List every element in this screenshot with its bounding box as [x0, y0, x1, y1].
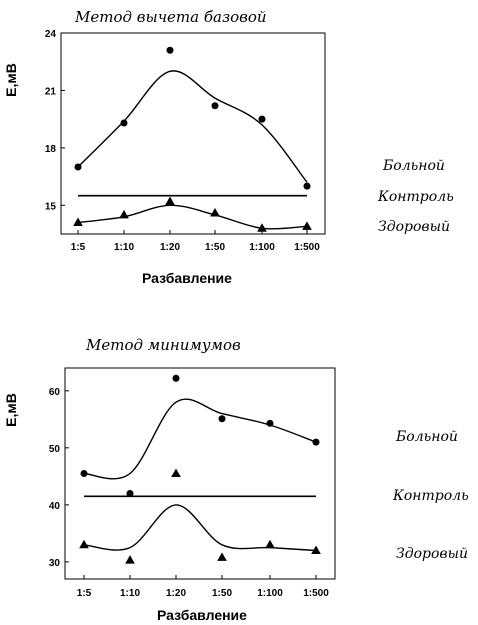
plot-frame [64, 367, 336, 580]
data-point-patient [172, 374, 180, 382]
x-tick-label: 1:5 [77, 588, 92, 599]
data-point-healthy [302, 221, 312, 230]
data-point-healthy [311, 545, 321, 554]
x-tick-label: 1:20 [160, 242, 180, 253]
y-axis-label: Е,мВ [3, 393, 19, 427]
x-tick-label: 1:10 [114, 242, 134, 253]
label-healthy: Здоровый [396, 546, 468, 562]
label-healthy: Здоровый [378, 219, 450, 235]
data-point-patient [303, 182, 311, 190]
data-point-patient [211, 102, 219, 110]
y-tick-label: 60 [49, 387, 61, 398]
y-tick-label: 40 [49, 501, 61, 512]
data-point-patient [74, 163, 82, 171]
data-point-healthy [79, 539, 89, 549]
y-tick-label: 30 [49, 558, 61, 569]
label-patient: Больной [395, 429, 458, 445]
plot-frame [60, 32, 326, 235]
data-point-patient [266, 419, 274, 427]
series-line-patient [77, 70, 308, 183]
data-point-healthy [171, 468, 181, 477]
chart-title: Метод минимумов [85, 336, 241, 354]
data-point-patient [120, 119, 128, 127]
y-tick-label: 50 [49, 444, 61, 455]
data-point-healthy [119, 209, 129, 219]
data-point-healthy [73, 217, 83, 227]
x-tick-label: 1:50 [212, 588, 232, 599]
x-tick-label: 1:500 [303, 588, 329, 599]
label-control: Контроль [392, 488, 469, 504]
data-point-patient [258, 115, 266, 123]
chart-minimum-method: Метод минимумов Е,мВ Разбавление Больной… [3, 336, 469, 623]
series-line-patient [83, 398, 317, 480]
x-tick-label: 1:100 [257, 588, 283, 599]
series-line-healthy [83, 504, 317, 552]
x-axis-label: Разбавление [142, 270, 232, 286]
x-tick-label: 1:50 [205, 242, 225, 253]
data-point-healthy [210, 207, 220, 217]
x-tick-label: 1:100 [249, 242, 275, 253]
x-tick-label: 1:20 [166, 588, 186, 599]
x-tick-label: 1:500 [294, 242, 320, 253]
y-axis-label: Е,мВ [3, 63, 19, 97]
data-point-patient [80, 470, 88, 477]
data-point-healthy [125, 555, 135, 564]
data-point-patient [218, 415, 226, 423]
data-point-patient [312, 438, 320, 446]
data-point-healthy [265, 539, 275, 549]
y-tick-label: 24 [45, 29, 57, 40]
data-point-healthy [217, 552, 227, 561]
series-line-healthy [77, 204, 308, 230]
y-tick-label: 15 [45, 201, 57, 212]
data-point-healthy [165, 196, 175, 205]
x-tick-label: 1:5 [71, 242, 86, 253]
label-patient: Больной [382, 158, 445, 174]
y-tick-label: 21 [45, 86, 57, 97]
chart-title: Метод вычета базовой [74, 8, 267, 26]
x-tick-label: 1:10 [120, 588, 140, 599]
x-axis-label: Разбавление [157, 607, 247, 623]
label-control: Контроль [377, 189, 454, 205]
data-point-healthy [257, 223, 267, 232]
data-point-patient [166, 46, 174, 54]
chart-baseline-subtraction: Метод вычета базовой Е,мВ Разбавление Бо… [3, 8, 454, 286]
y-tick-label: 18 [45, 144, 57, 155]
data-point-patient [126, 489, 134, 497]
